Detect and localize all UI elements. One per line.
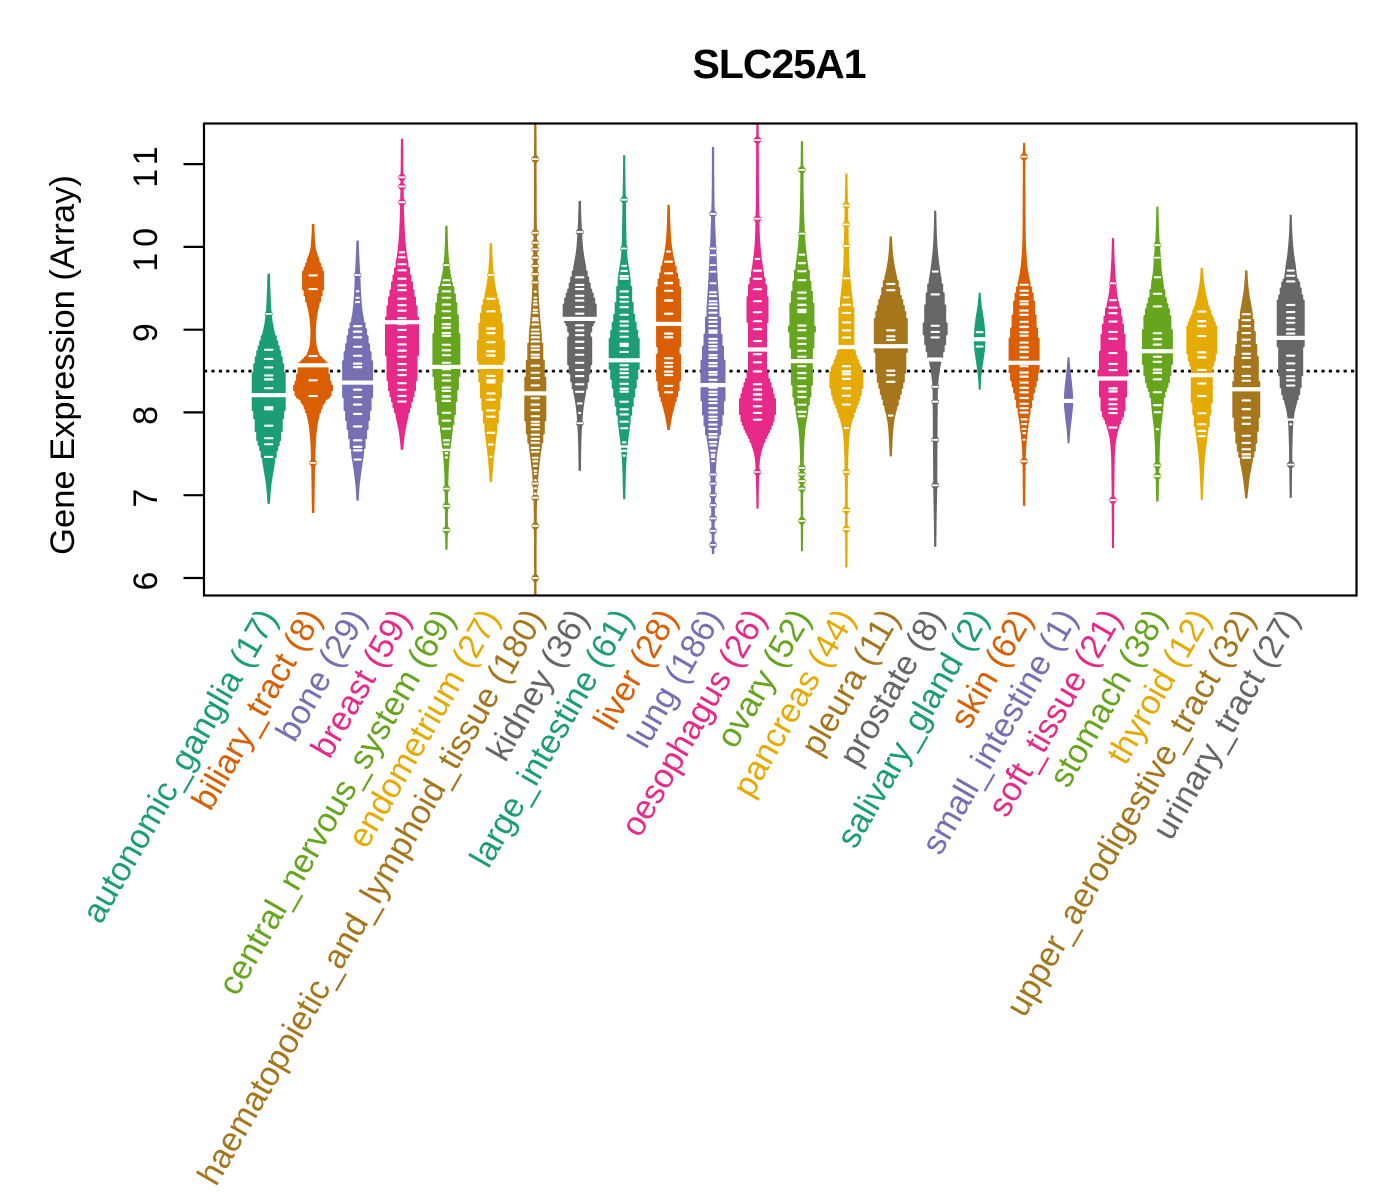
svg-text:11: 11 xyxy=(127,140,165,187)
svg-text:SLC25A1: SLC25A1 xyxy=(692,41,865,87)
svg-text:9: 9 xyxy=(127,317,165,342)
svg-text:8: 8 xyxy=(127,400,165,425)
svg-text:6: 6 xyxy=(127,566,165,591)
svg-text:7: 7 xyxy=(127,483,165,508)
svg-text:10: 10 xyxy=(127,222,165,272)
svg-text:Gene Expression (Array): Gene Expression (Array) xyxy=(44,175,82,555)
